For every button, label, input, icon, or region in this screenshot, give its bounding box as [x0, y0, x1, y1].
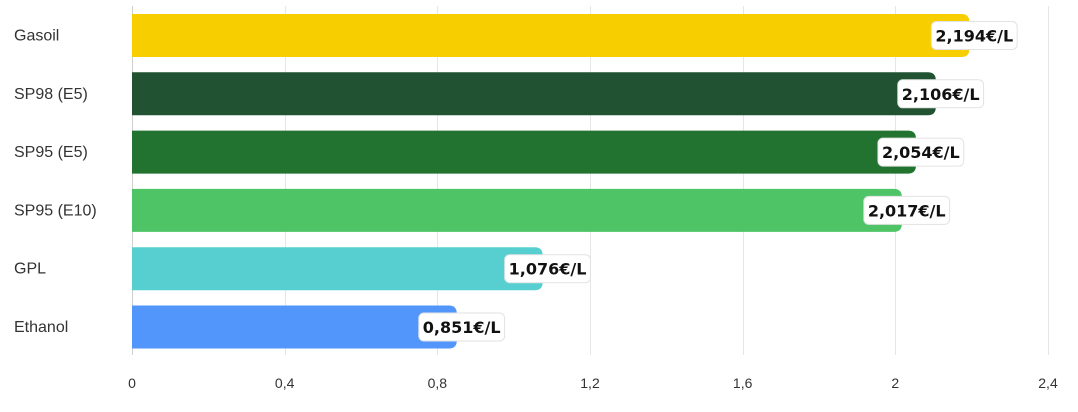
bar[interactable] [132, 130, 916, 174]
x-tick-label: 0,4 [275, 375, 295, 391]
category-label: GPL [14, 261, 46, 278]
category-label: SP95 (E10) [14, 202, 97, 219]
category-labels: Gasoil SP98 (E5) SP95 (E5) SP95 (E10) GPL Eth… [14, 28, 97, 337]
x-tick-label: 2 [891, 375, 899, 391]
bar[interactable] [132, 305, 457, 349]
value-label-text: 0,851€/L [423, 318, 501, 337]
bar[interactable] [132, 72, 936, 116]
category-label: Ethanol [14, 319, 68, 336]
value-label-text: 2,194€/L [935, 27, 1013, 46]
x-tick-label: 1,6 [733, 375, 753, 391]
value-label: 2,054€/L [877, 137, 965, 167]
value-labels: 2,194€/L 2,106€/L 2,054€/L 2,017€/L 1,076€/L… [418, 21, 1018, 342]
x-tick-label: 0,8 [428, 375, 448, 391]
category-label: SP95 (E5) [14, 144, 88, 161]
bar[interactable] [132, 14, 970, 57]
category-label: SP98 (E5) [14, 86, 88, 103]
value-label-text: 2,017€/L [868, 201, 946, 220]
value-label: 2,194€/L [930, 21, 1018, 50]
x-axis-ticks: 0 0,4 0,8 1,2 1,6 2 2,4 [128, 375, 1058, 391]
value-label-badge [930, 21, 1018, 50]
value-label-badge [877, 137, 965, 167]
value-label-text: 2,054€/L [882, 143, 960, 162]
bar[interactable] [132, 247, 543, 291]
x-tick-label: 2,4 [1038, 375, 1058, 391]
x-tick-label: 1,2 [580, 375, 600, 391]
value-label: 2,017€/L [863, 195, 951, 225]
bar[interactable] [132, 188, 902, 232]
value-label-badge [863, 195, 951, 225]
value-label: 0,851€/L [418, 312, 506, 342]
grid-lines [285, 6, 1049, 355]
x-tick-label: 0 [128, 375, 136, 391]
value-label-text: 1,076€/L [509, 260, 587, 279]
value-label-badge [504, 254, 591, 284]
value-label-badge [418, 312, 506, 342]
bars [132, 14, 970, 349]
value-label-text: 2,106€/L [902, 85, 980, 104]
value-label-badge [897, 79, 985, 109]
category-label: Gasoil [14, 28, 59, 45]
value-label: 2,106€/L [897, 79, 985, 109]
value-label: 1,076€/L [504, 254, 591, 284]
